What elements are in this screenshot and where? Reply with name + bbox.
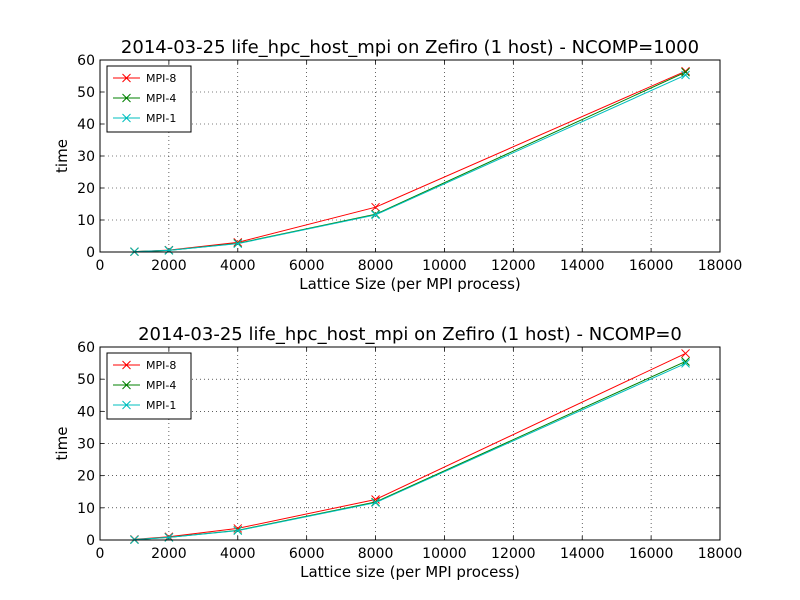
y-tick-label: 60 (77, 53, 95, 69)
legend-box (106, 352, 192, 420)
x-tick-label: 4000 (220, 258, 256, 274)
x-tick-label: 18000 (698, 258, 743, 274)
x-tick-label: 4000 (220, 546, 256, 562)
y-tick-label: 30 (77, 149, 95, 165)
x-tick-label: 6000 (289, 258, 325, 274)
legend-marker (122, 360, 131, 370)
y-tick-label: 40 (77, 117, 95, 133)
data-point-mpi-8 (681, 349, 690, 358)
y-tick-label: 0 (86, 533, 95, 549)
x-tick-label: 10000 (422, 546, 467, 562)
data-point-mpi-1 (371, 210, 380, 220)
x-tick-label: 18000 (698, 546, 743, 562)
y-axis-label: time (53, 139, 71, 173)
plot-frame (99, 346, 721, 541)
legend-label: MPI-4 (146, 92, 176, 105)
x-tick-label: 10000 (422, 258, 467, 274)
x-axis-label: Lattice size (per MPI process) (300, 563, 520, 581)
y-tick-label: 20 (77, 469, 95, 485)
x-tick-label: 14000 (560, 258, 605, 274)
data-point-mpi-4 (681, 67, 690, 77)
data-point-mpi-1 (681, 359, 690, 368)
x-axis-label: Lattice Size (per MPI process) (299, 275, 521, 293)
y-tick-label: 20 (77, 181, 95, 197)
chart-title: 2014-03-25 life_hpc_host_mpi on Zefiro (… (138, 324, 682, 345)
x-tick-label: 6000 (289, 546, 325, 562)
y-tick-label: 40 (77, 404, 95, 420)
y-tick-label: 30 (77, 437, 95, 453)
chart-panel-2: 0 2000 4000 6000 8000 10000 12000 14000 16000 180… (53, 324, 742, 581)
data-point-mpi-1 (233, 239, 243, 249)
plot-frame (99, 59, 721, 253)
chart-panel-1: 0 2000 4000 6000 8000 10000 12000 14000 16000 180… (53, 37, 742, 293)
x-tick-label: 0 (96, 546, 105, 562)
legend-label: MPI-4 (146, 379, 176, 392)
data-point-mpi-1 (233, 526, 243, 536)
x-tick-label: 16000 (629, 546, 674, 562)
data-point-mpi-1 (681, 70, 690, 80)
x-tick-label: 12000 (491, 546, 536, 562)
x-tick-label: 8000 (358, 546, 394, 562)
legend-marker (122, 400, 131, 410)
data-point-mpi-1 (164, 246, 174, 255)
legend-marker (122, 113, 131, 123)
legend-marker (122, 73, 131, 83)
x-tick-label: 14000 (560, 546, 605, 562)
legend-marker (122, 93, 131, 103)
y-tick-label: 50 (77, 85, 95, 101)
legend-box (106, 65, 192, 133)
legend-label: MPI-8 (146, 72, 176, 85)
x-tick-label: 16000 (629, 258, 674, 274)
data-point-mpi-1 (371, 498, 380, 508)
x-tick-label: 8000 (358, 258, 394, 274)
legend: MPI-8 MPI-4 MPI-1 (106, 352, 192, 420)
data-point-mpi-8 (371, 202, 380, 212)
legend-label: MPI-1 (146, 399, 176, 412)
y-tick-label: 50 (77, 372, 95, 388)
legend-marker (122, 380, 131, 390)
x-tick-label: 12000 (491, 258, 536, 274)
y-tick-label: 0 (86, 245, 95, 261)
y-tick-label: 60 (77, 340, 95, 356)
legend: MPI-8 MPI-4 MPI-1 (106, 65, 192, 133)
y-axis-label: time (53, 427, 71, 461)
x-tick-label: 0 (96, 258, 105, 274)
x-tick-label: 2000 (151, 546, 187, 562)
x-tick-label: 2000 (151, 258, 187, 274)
chart-title: 2014-03-25 life_hpc_host_mpi on Zefiro (… (121, 37, 699, 58)
data-point-mpi-8 (233, 238, 243, 247)
legend-label: MPI-8 (146, 359, 176, 372)
y-tick-label: 10 (77, 501, 95, 517)
legend-label: MPI-1 (146, 112, 176, 125)
y-tick-label: 10 (77, 213, 95, 229)
